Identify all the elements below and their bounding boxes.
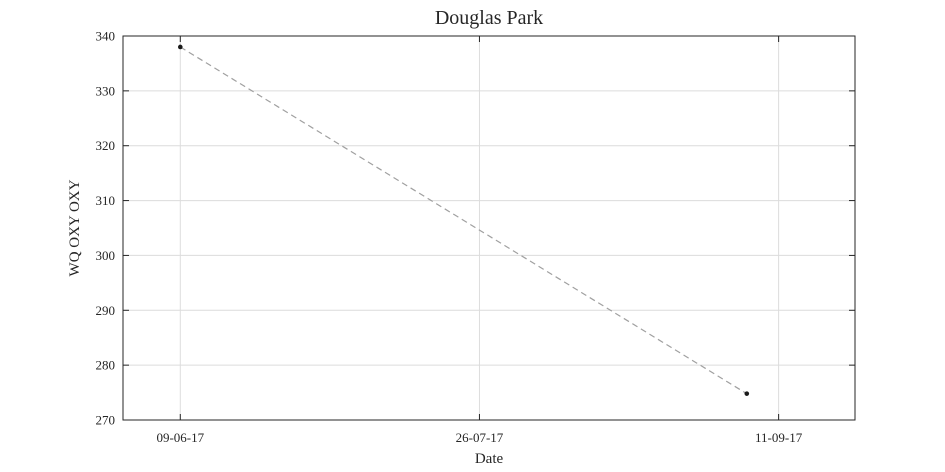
tick-layer <box>123 35 855 421</box>
grid-layer <box>123 35 855 421</box>
y-tick-label: 310 <box>96 193 116 208</box>
series-layer <box>177 44 750 396</box>
series-line <box>179 46 748 395</box>
label-layer: 270 280 290 300 310 320 330 340 09-06-17 26-07-17… <box>96 29 803 446</box>
y-tick-label: 280 <box>96 358 116 373</box>
y-tick-label: 320 <box>96 138 116 153</box>
x-axis-label: Date <box>475 451 504 467</box>
y-tick-label: 330 <box>96 83 116 98</box>
x-tick-label: 11-09-17 <box>755 430 803 445</box>
chart-title: Douglas Park <box>435 7 543 29</box>
y-tick-label: 270 <box>96 413 116 428</box>
y-axis-label: WQ OXY OXY <box>67 179 83 276</box>
plot-frame <box>122 35 856 421</box>
x-tick-label: 09-06-17 <box>156 430 204 445</box>
y-tick-label: 340 <box>96 29 116 44</box>
data-point <box>177 44 183 50</box>
y-tick-label: 300 <box>96 248 116 263</box>
x-tick-label: 26-07-17 <box>456 430 504 445</box>
y-tick-label: 290 <box>96 303 116 318</box>
data-point <box>744 391 750 396</box>
